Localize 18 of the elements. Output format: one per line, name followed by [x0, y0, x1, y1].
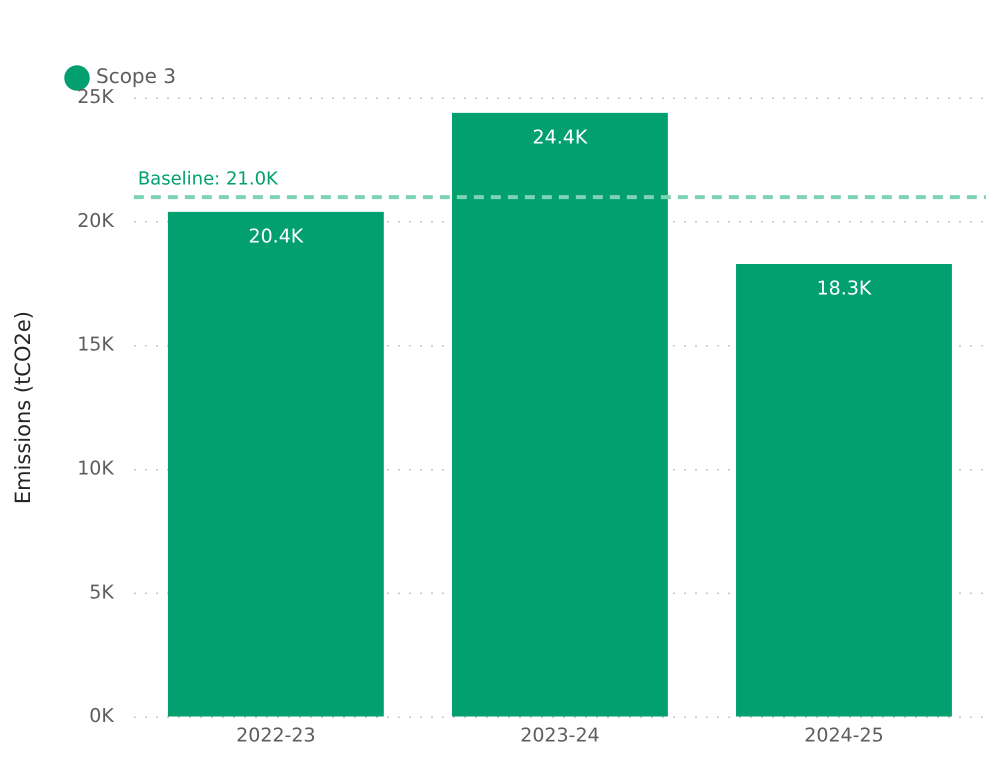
data-label: 24.4K: [532, 126, 588, 148]
bar: [168, 212, 384, 716]
y-tick-label: 0K: [89, 705, 114, 728]
x-tick-label: 2024-25: [804, 724, 884, 747]
data-label: 20.4K: [248, 225, 304, 248]
y-tick-label: 15K: [77, 334, 114, 356]
legend-label: Scope 3: [96, 64, 176, 88]
bar: [736, 264, 952, 716]
y-tick-label: 5K: [89, 581, 114, 604]
y-tick-label: 10K: [77, 457, 114, 480]
y-tick-label: 25K: [77, 86, 114, 108]
ref-line-label: Baseline: 21.0K: [138, 168, 280, 190]
bar: [452, 112, 668, 716]
y-axis-title: Emissions (tCO2e): [11, 311, 36, 504]
data-label: 18.3K: [816, 277, 872, 300]
y-tick-label: 20K: [77, 210, 114, 232]
x-tick-label: 2023-24: [520, 724, 600, 747]
x-tick-label: 2022-23: [236, 724, 316, 747]
